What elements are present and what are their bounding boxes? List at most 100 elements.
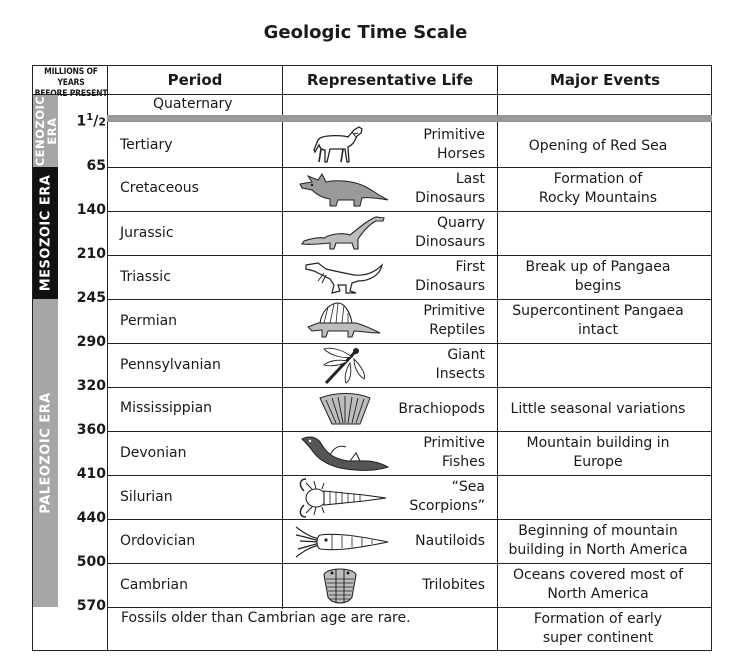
era-cenozoic-label: CENOZOIC ERA bbox=[33, 95, 59, 167]
quaternary-bar bbox=[107, 115, 712, 122]
life-header: Representative Life bbox=[307, 71, 473, 89]
period-cambrian: Cambrian bbox=[120, 577, 188, 593]
event-permian: Supercontinent Pangaea intact bbox=[498, 302, 698, 340]
divider-period bbox=[282, 65, 284, 609]
mya-label: 140 bbox=[76, 202, 106, 218]
life-line: First bbox=[455, 259, 485, 275]
mya-header-line1: MILLIONS OF YEARS bbox=[44, 67, 98, 88]
event-cambrian: Oceans covered most of North America bbox=[498, 566, 698, 604]
event-line: Rocky Mountains bbox=[538, 190, 658, 206]
event-cretaceous: Formation of Rocky Mountains bbox=[498, 170, 698, 208]
period-jurassic: Jurassic bbox=[120, 225, 174, 241]
life-tertiary: Primitive Horses bbox=[423, 126, 485, 164]
life-line: Primitive bbox=[423, 127, 485, 143]
event-devonian: Mountain building in Europe bbox=[498, 434, 698, 472]
time-scale-table bbox=[32, 65, 712, 651]
mya-first-whole: 1 bbox=[76, 113, 87, 130]
event-line: Formation of bbox=[553, 171, 643, 187]
life-devonian: Primitive Fishes bbox=[423, 434, 485, 472]
life-line: Primitive bbox=[423, 435, 485, 451]
event-tertiary: Opening of Red Sea bbox=[498, 137, 698, 156]
life-line: Primitive bbox=[423, 303, 485, 319]
event-line: super continent bbox=[542, 630, 654, 646]
life-permian: Primitive Reptiles bbox=[423, 302, 485, 340]
life-line: Reptiles bbox=[429, 322, 485, 338]
era-cenozoic: CENOZOIC ERA bbox=[33, 95, 58, 167]
mya-label: 320 bbox=[76, 378, 106, 394]
life-line: Dinosaurs bbox=[415, 234, 485, 250]
life-line: Dinosaurs bbox=[415, 190, 485, 206]
row-line-cretaceous bbox=[107, 211, 712, 213]
era-paleozoic-label: PALEOZOIC ERA bbox=[38, 392, 53, 514]
life-cambrian: Trilobites bbox=[422, 576, 485, 595]
life-mississippian: Brachiopods bbox=[398, 400, 485, 419]
row-line-tertiary bbox=[107, 167, 712, 169]
period-ordovician: Ordovician bbox=[120, 533, 196, 549]
era-paleozoic: PALEOZOIC ERA bbox=[33, 299, 58, 607]
event-line: building in North America bbox=[508, 542, 688, 558]
life-triassic: First Dinosaurs bbox=[415, 258, 485, 296]
life-line: Insects bbox=[435, 366, 485, 382]
period-pennsylvanian: Pennsylvanian bbox=[120, 357, 221, 373]
period-mississippian: Mississippian bbox=[120, 400, 213, 416]
mya-label: 500 bbox=[76, 554, 106, 570]
mya-label: 570 bbox=[76, 598, 106, 614]
life-silurian: “Sea Scorpions” bbox=[409, 478, 485, 516]
trilobite-icon bbox=[323, 568, 357, 604]
event-line: Supercontinent Pangaea bbox=[512, 303, 684, 319]
header-divider bbox=[32, 94, 712, 96]
event-line: Beginning of mountain bbox=[518, 523, 678, 539]
period-header: Period bbox=[167, 71, 223, 89]
period-quaternary: Quaternary bbox=[153, 96, 233, 112]
era-cenozoic-line1: CENOZOIC bbox=[33, 95, 47, 167]
event-precambrian: Formation of early super continent bbox=[498, 610, 698, 648]
mya-header-line2: BEFORE PRESENT bbox=[34, 89, 108, 99]
period-cretaceous: Cretaceous bbox=[120, 180, 199, 196]
event-line: begins bbox=[574, 278, 622, 294]
life-cretaceous: Last Dinosaurs bbox=[415, 170, 485, 208]
divider-life bbox=[497, 65, 499, 651]
row-line-pennsylvanian bbox=[107, 387, 712, 389]
life-pennsylvanian: Giant Insects bbox=[436, 346, 485, 384]
row-line-mississippian bbox=[107, 431, 712, 433]
row-line-permian bbox=[107, 343, 712, 345]
life-line: Scorpions” bbox=[409, 498, 485, 514]
mya-header: MILLIONS OF YEARS BEFORE PRESENT bbox=[33, 67, 109, 99]
era-mesozoic-label: MESOZOIC ERA bbox=[38, 174, 53, 292]
mya-label: 245 bbox=[76, 290, 106, 306]
period-silurian: Silurian bbox=[120, 489, 173, 505]
life-line: Fishes bbox=[442, 454, 485, 470]
nautiloid-icon bbox=[295, 526, 389, 558]
life-line: “Sea bbox=[451, 479, 485, 495]
life-line: Nautiloids bbox=[415, 533, 485, 549]
horse-icon bbox=[313, 126, 363, 163]
mya-label: 410 bbox=[76, 466, 106, 482]
life-ordovician: Nautiloids bbox=[415, 532, 485, 551]
mya-label: 360 bbox=[76, 422, 106, 438]
raptor-icon bbox=[305, 262, 383, 294]
event-mississippian: Little seasonal variations bbox=[498, 400, 698, 419]
mya-label: 65 bbox=[86, 158, 106, 174]
period-devonian: Devonian bbox=[120, 445, 187, 461]
dimetrodon-icon bbox=[307, 302, 381, 338]
event-line: Opening of Red Sea bbox=[528, 138, 668, 154]
life-line: Giant bbox=[447, 347, 485, 363]
row-line-silurian bbox=[107, 519, 712, 521]
dragonfly-icon bbox=[323, 347, 365, 385]
event-line: Mountain building in bbox=[526, 435, 670, 451]
life-line: Horses bbox=[436, 146, 485, 162]
life-line: Last bbox=[455, 171, 485, 187]
era-mesozoic: MESOZOIC ERA bbox=[33, 167, 58, 299]
event-line: Oceans covered most of bbox=[512, 567, 684, 583]
footer-note: Fossils older than Cambrian age are rare… bbox=[121, 610, 411, 626]
mya-first-num: 1 bbox=[86, 112, 94, 123]
mya-label: 290 bbox=[76, 334, 106, 350]
event-line: Little seasonal variations bbox=[510, 401, 686, 417]
row-line-triassic bbox=[107, 299, 712, 301]
triceratops-icon bbox=[299, 173, 389, 207]
event-line: Formation of early bbox=[533, 611, 663, 627]
page-title: Geologic Time Scale bbox=[263, 22, 468, 43]
era-cenozoic-line2: ERA bbox=[44, 117, 59, 145]
mya-label: 210 bbox=[76, 246, 106, 262]
life-jurassic: Quarry Dinosaurs bbox=[415, 214, 485, 252]
